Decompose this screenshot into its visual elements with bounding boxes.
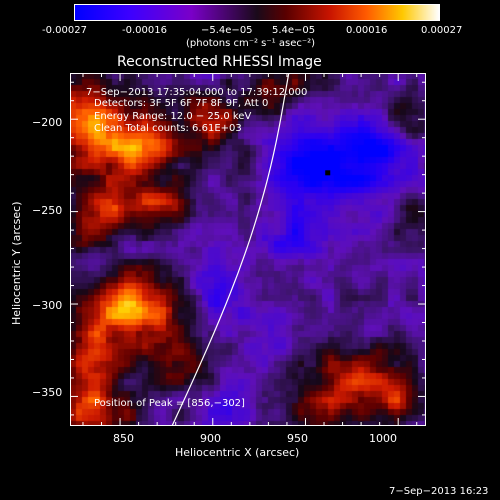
heatmap-image bbox=[70, 73, 426, 426]
colorbar-tick-label: −5.4e−05 bbox=[201, 25, 253, 36]
y-axis-label: Heliocentric Y (arcsec) bbox=[10, 201, 23, 325]
solar-limb-curve bbox=[171, 73, 290, 426]
peak-marker bbox=[325, 170, 331, 176]
info-detectors: Detectors: 3F 5F 6F 7F 8F 9F, Att 0 bbox=[94, 98, 269, 109]
footer-timestamp: 7−Sep−2013 16:23 bbox=[389, 486, 489, 497]
y-tick-label: −350 bbox=[32, 386, 63, 399]
y-tick-label: −300 bbox=[32, 299, 63, 312]
colorbar bbox=[74, 4, 440, 21]
x-tick-label: 900 bbox=[200, 432, 221, 445]
colorbar-tick-label: -0.00027 bbox=[42, 25, 87, 36]
colorbar-tick-label: 0.00027 bbox=[421, 25, 463, 36]
x-tick-label: 850 bbox=[113, 432, 134, 445]
x-axis-label: Heliocentric X (arcsec) bbox=[175, 446, 300, 459]
colorbar-units-label: (photons cm⁻² s⁻¹ asec⁻²) bbox=[186, 38, 316, 49]
overlay-layer bbox=[171, 73, 331, 426]
y-tick-label: −200 bbox=[32, 116, 63, 129]
info-time-range: 7−Sep−2013 17:35:04.000 to 17:39:12.000 bbox=[86, 87, 308, 98]
y-tick-label: −250 bbox=[32, 204, 63, 217]
colorbar-tick-label: 5.4e−05 bbox=[272, 25, 316, 36]
info-total-counts: Clean Total counts: 6.61E+03 bbox=[94, 123, 242, 134]
x-tick-label: 1000 bbox=[369, 432, 397, 445]
x-tick-label: 950 bbox=[287, 432, 308, 445]
plot-frame bbox=[70, 73, 426, 426]
heatmap-pixels bbox=[70, 73, 426, 426]
info-energy-range: Energy Range: 12.0 − 25.0 keV bbox=[94, 111, 252, 122]
colorbar-tick-label: -0.00016 bbox=[122, 25, 167, 36]
colorbar-tick-label: 0.00016 bbox=[346, 25, 388, 36]
peak-position-label: Position of Peak = [856,−302] bbox=[94, 398, 245, 409]
chart-title: Reconstructed RHESSI Image bbox=[117, 54, 322, 70]
